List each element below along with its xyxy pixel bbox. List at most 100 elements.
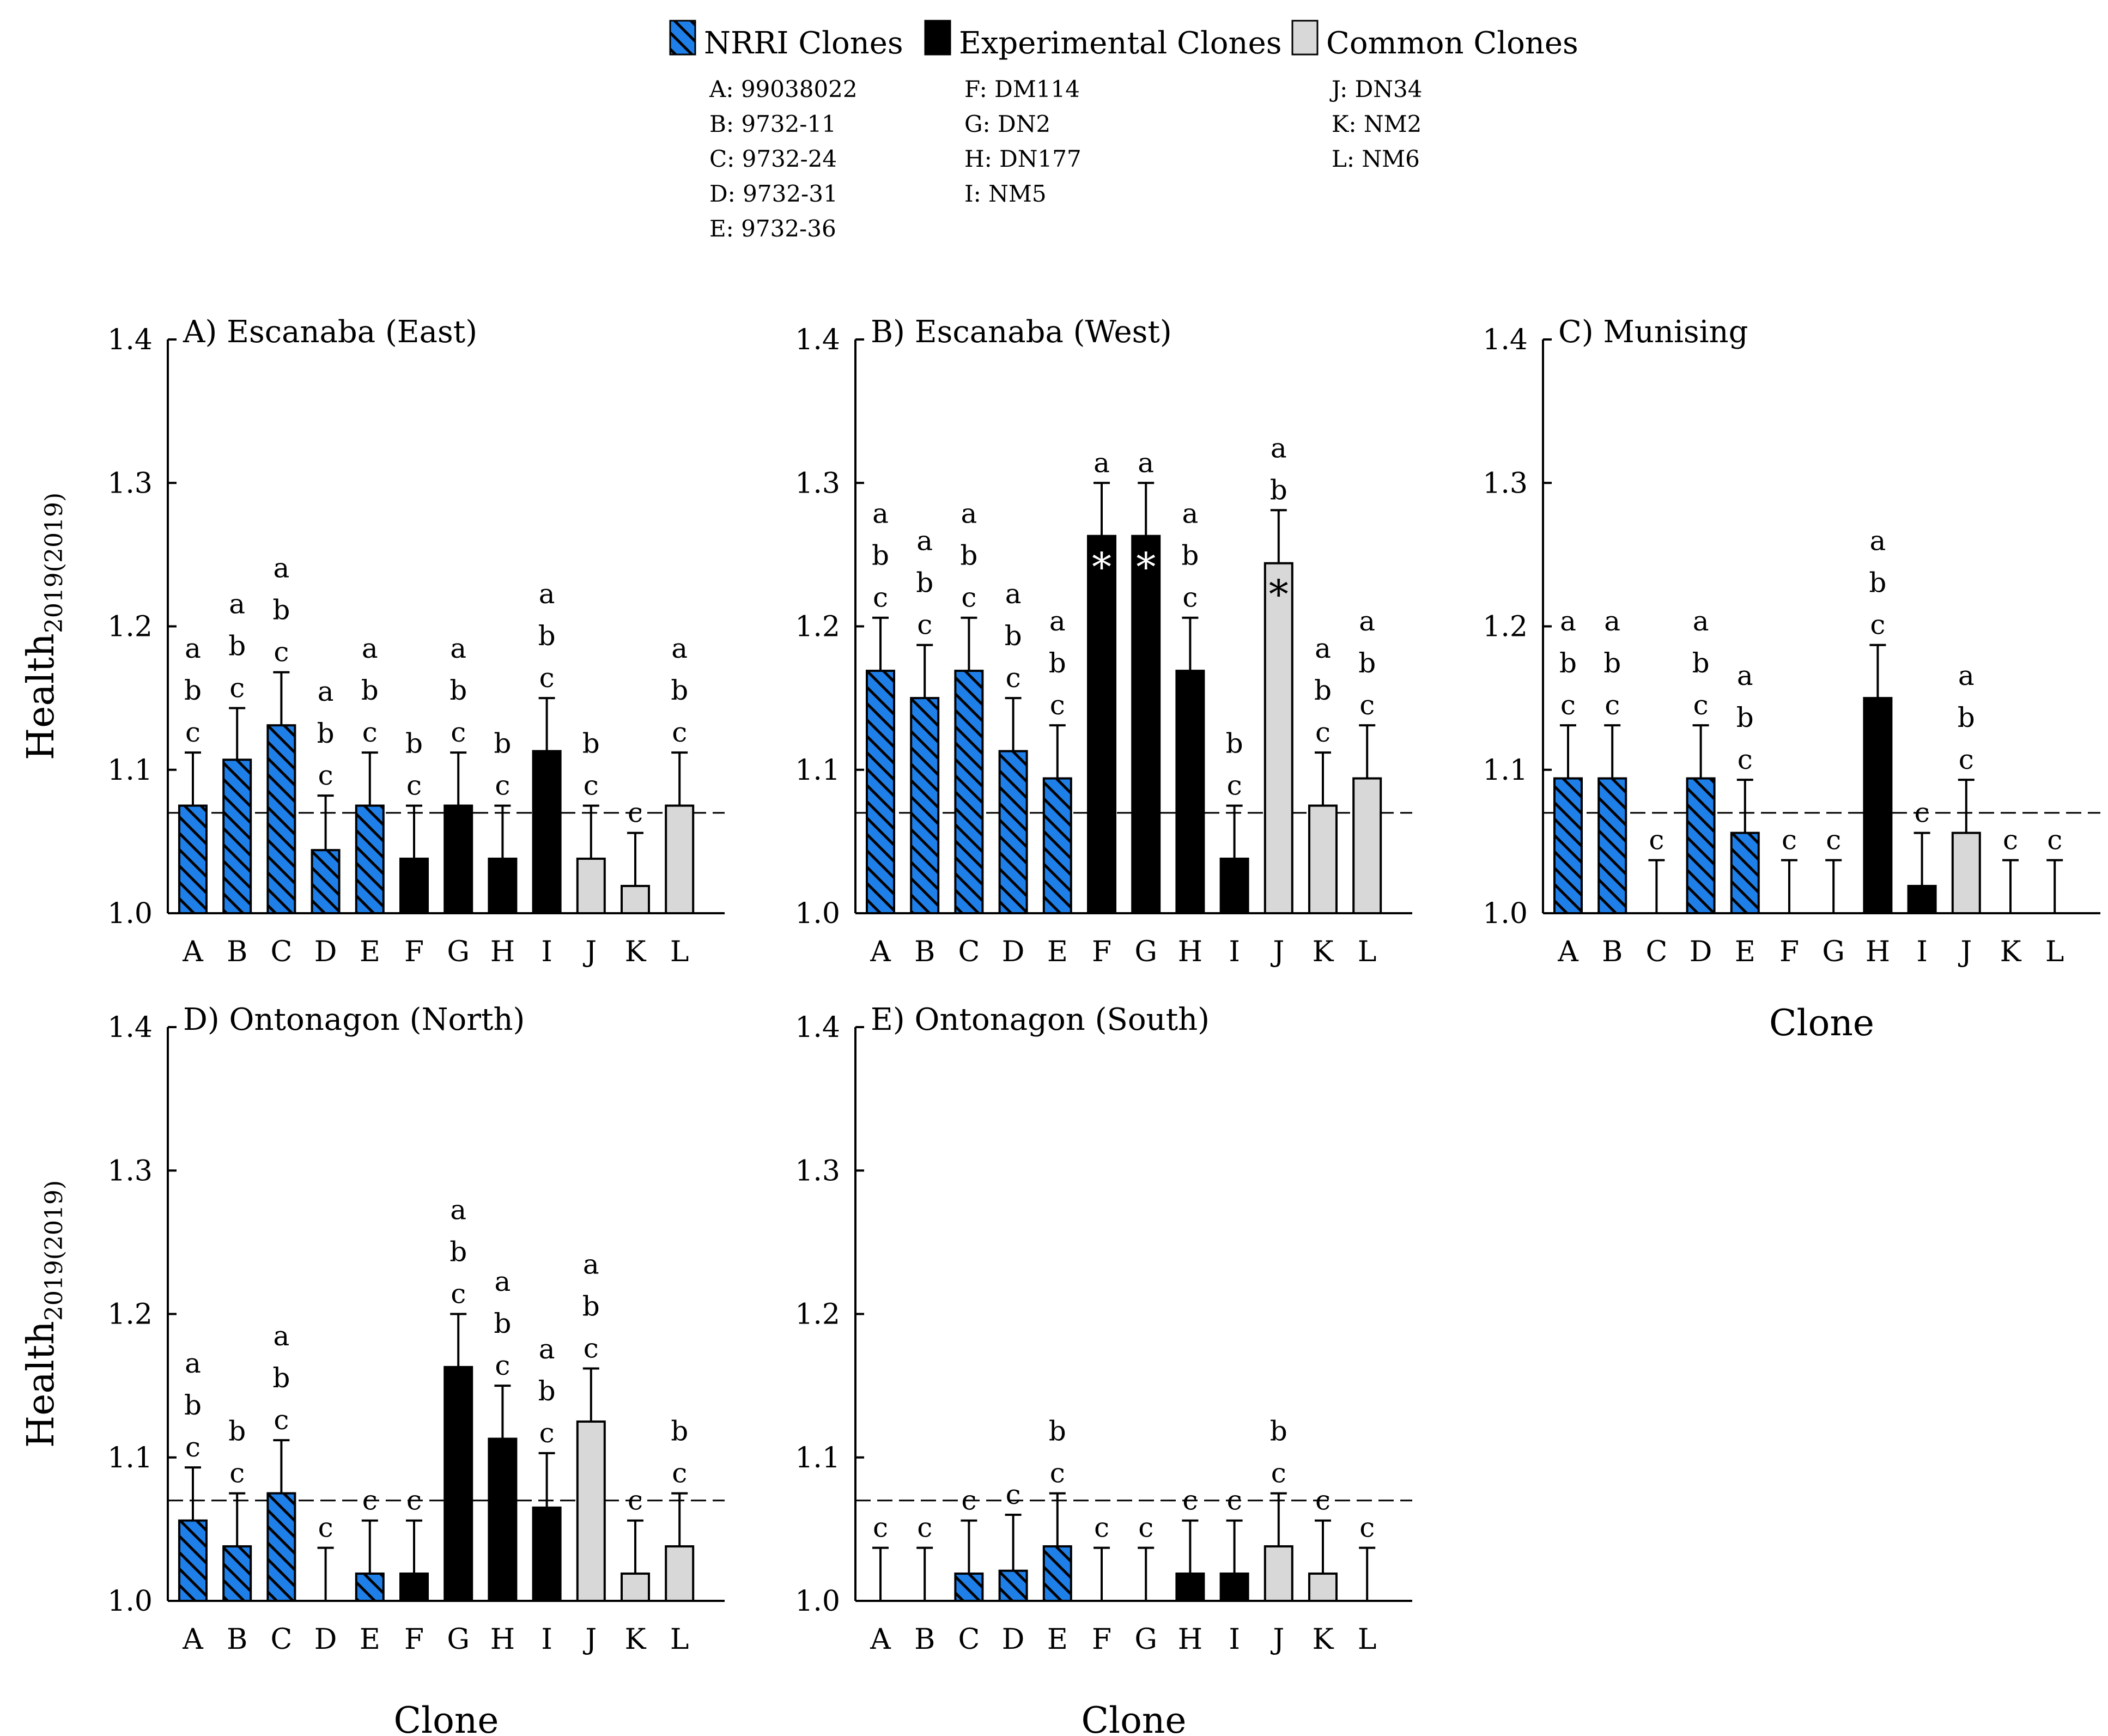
x-tick-label: G xyxy=(447,1623,470,1656)
significance-letter: c xyxy=(451,1278,466,1310)
significance-letter: c xyxy=(2003,824,2018,856)
legend-group-2: Experimental Clones F: DM114 G: DN2 H: DN17… xyxy=(924,20,1281,207)
significance-letters-C: c xyxy=(961,1485,976,1516)
x-tick-label: F xyxy=(404,936,424,968)
panel-title: A) Escanaba (East) xyxy=(183,314,477,350)
chart-panel-2: 1.01.11.21.31.4 B) Escanaba (West)AabcBab… xyxy=(795,314,1412,968)
significance-letter: a xyxy=(539,578,555,610)
significance-letter: a xyxy=(1049,605,1066,637)
significance-letter: c xyxy=(917,609,932,641)
significance-letter: b xyxy=(1958,702,1975,733)
significance-letters-B: bc xyxy=(228,1416,246,1489)
x-tick-label: L xyxy=(2045,936,2064,968)
x-tick-label: K xyxy=(2000,936,2022,968)
bar-H xyxy=(488,857,518,914)
y-tick-label: 1.3 xyxy=(107,467,153,500)
x-axis-label: Clone xyxy=(1769,1002,1874,1044)
significance-letter: c xyxy=(1915,797,1930,829)
significance-letters-G: abc xyxy=(449,633,467,748)
bar-B xyxy=(1597,777,1627,915)
x-tick-label: B xyxy=(914,1623,935,1656)
y-tick-label: 1.4 xyxy=(107,1011,153,1044)
legend-group-3: Common Clones J: DN34 K: NM2 L: NM6 xyxy=(1291,20,1578,172)
significance-letter: c xyxy=(1605,689,1620,721)
significance-letter: c xyxy=(628,797,643,829)
bar-D xyxy=(998,1569,1028,1603)
x-axis-label: Clone xyxy=(1082,1699,1187,1736)
bar-B xyxy=(222,758,252,914)
significance-letters-J: abc xyxy=(582,1249,600,1364)
significance-letter: c xyxy=(318,1512,333,1544)
significance-letter: a xyxy=(273,553,289,584)
x-tick-label: H xyxy=(1866,936,1890,968)
significance-letters-E: abc xyxy=(1049,605,1066,721)
significance-letter: c xyxy=(1006,1479,1021,1510)
significance-letters-J: bc xyxy=(1270,1416,1287,1489)
y-tick-label: 1.3 xyxy=(107,1155,153,1187)
significance-letter: b xyxy=(582,1291,600,1322)
bar-K xyxy=(1308,804,1338,914)
x-tick-label: F xyxy=(1779,936,1799,968)
y-tick-label: 1.1 xyxy=(795,754,840,787)
significance-letter: c xyxy=(1094,1512,1109,1544)
x-tick-label: D xyxy=(314,936,337,968)
significance-letters-A: c xyxy=(873,1512,888,1544)
y-tick-label: 1.2 xyxy=(107,1298,153,1331)
legend-swatch xyxy=(924,20,951,56)
legend-member: D: 9732-31 xyxy=(709,180,838,207)
significance-letter: c xyxy=(406,1485,422,1516)
significance-letter: b xyxy=(272,594,290,626)
significance-letters-C: c xyxy=(1649,824,1664,856)
significance-letters-D: abc xyxy=(1005,578,1022,694)
significance-letter: c xyxy=(1182,582,1198,614)
legend-label: NRRI Clones xyxy=(704,26,903,61)
bar-G xyxy=(1131,535,1161,914)
bar-F xyxy=(1087,535,1116,914)
significance-letter: c xyxy=(451,717,466,748)
bar-C xyxy=(954,1572,984,1602)
significance-letter: c xyxy=(406,770,422,802)
significance-letter: b xyxy=(1226,728,1243,760)
x-tick-label: G xyxy=(447,936,470,968)
bar-D xyxy=(998,750,1028,914)
significance-letter: a xyxy=(494,1266,511,1297)
significance-letters-L: c xyxy=(2047,824,2062,856)
y-tick-label: 1.4 xyxy=(795,324,840,356)
bar-L xyxy=(1352,777,1382,915)
significance-letters-D: c xyxy=(1006,1479,1021,1510)
significance-letters-A: abc xyxy=(872,498,889,614)
significance-letters-K: c xyxy=(628,797,643,829)
significance-letter: a xyxy=(1182,498,1198,530)
significance-letter: c xyxy=(185,1431,201,1463)
significance-letter: c xyxy=(1826,824,1841,856)
x-tick-label: H xyxy=(1178,936,1202,968)
significance-letters-C: abc xyxy=(272,1320,290,1436)
x-tick-label: E xyxy=(360,1623,380,1656)
x-tick-label: J xyxy=(582,1623,597,1656)
significance-letter: c xyxy=(1271,1458,1286,1489)
significance-letter: a xyxy=(1094,447,1110,478)
legend-member: B: 9732-11 xyxy=(709,111,836,137)
y-tick-label: 1.2 xyxy=(107,611,153,644)
significance-letter: b xyxy=(538,1375,556,1407)
y-tick-label: 1.3 xyxy=(795,467,840,500)
bar-J xyxy=(1951,831,1981,914)
significance-letter: b xyxy=(1049,647,1066,679)
bar-J xyxy=(576,1420,606,1602)
y-tick-label: 1.2 xyxy=(795,611,840,644)
y-tick-label: 1.1 xyxy=(107,754,153,787)
significance-letter: b xyxy=(405,728,423,760)
significance-letters-J: abc xyxy=(1958,660,1975,775)
x-tick-label: J xyxy=(1270,1623,1284,1656)
x-tick-label: G xyxy=(1822,936,1845,968)
significance-letter: c xyxy=(1359,1512,1375,1544)
significance-letters-E: abc xyxy=(1736,660,1754,775)
legend-member: L: NM6 xyxy=(1332,145,1420,172)
x-tick-label: K xyxy=(625,936,647,968)
bar-C xyxy=(266,724,296,914)
x-tick-label: I xyxy=(1229,936,1240,968)
x-tick-label: D xyxy=(1690,936,1712,968)
significance-letters-I: c xyxy=(1915,797,1930,829)
bar-H xyxy=(1863,697,1893,914)
bar-B xyxy=(222,1545,252,1603)
